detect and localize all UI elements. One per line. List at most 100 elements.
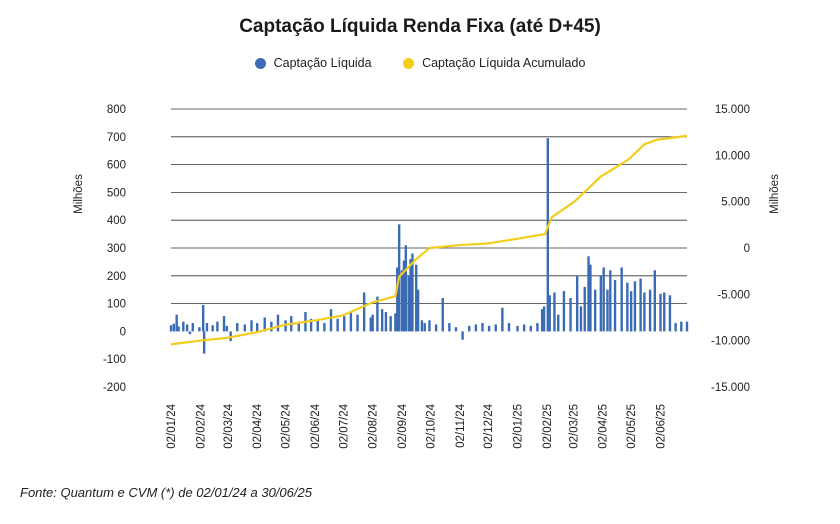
x-tick-label: 02/05/25	[626, 404, 638, 449]
bar	[481, 323, 484, 332]
bar	[648, 289, 652, 332]
bar	[540, 309, 544, 332]
bar	[384, 311, 388, 332]
bar	[415, 264, 418, 332]
bar	[182, 321, 185, 332]
bar	[276, 314, 280, 332]
x-tick-label: 02/07/24	[338, 403, 350, 448]
left-axis-title: Milhões	[73, 174, 85, 214]
x-tick-label: 02/02/24	[195, 403, 207, 448]
bar	[434, 324, 438, 332]
bar	[389, 316, 392, 332]
bar	[461, 331, 464, 340]
bar	[633, 281, 637, 332]
bar	[620, 267, 623, 332]
bar	[416, 289, 420, 332]
left-tick-label: 0	[120, 326, 126, 338]
right-tick-label: -15.000	[711, 382, 750, 394]
left-tick-label: 800	[107, 104, 126, 116]
bar	[309, 318, 313, 332]
left-tick-label: 600	[107, 160, 126, 172]
bar	[369, 317, 372, 332]
bar	[507, 323, 511, 332]
right-tick-label: 5.000	[721, 197, 750, 209]
legend-bar-swatch	[254, 57, 266, 69]
source-note: Fonte: Quantum e CVM (*) de 02/01/24 a 3…	[20, 485, 312, 500]
bar	[423, 323, 426, 332]
bar	[420, 320, 424, 332]
right-tick-label: -5.000	[717, 289, 750, 301]
bar	[225, 325, 229, 332]
right-tick-label: 15.000	[715, 104, 750, 116]
bar	[175, 314, 178, 332]
bar	[653, 270, 657, 332]
bar	[542, 306, 546, 332]
bar	[216, 321, 219, 332]
bar	[613, 279, 617, 332]
bar	[494, 324, 497, 332]
x-tick-label: 02/05/24	[281, 403, 293, 448]
bar	[579, 306, 583, 332]
x-tick-label: 02/03/25	[568, 404, 580, 449]
bar	[448, 323, 451, 332]
left-tick-label: 300	[107, 243, 126, 255]
bar	[243, 324, 247, 332]
bar	[394, 313, 397, 332]
bar	[356, 314, 359, 332]
x-tick-label: 02/03/24	[223, 403, 235, 448]
left-tick-label: 500	[107, 187, 126, 199]
chart-plot: 800 700 600 500 400 300 200 100 0 -100 -200 15.000…	[73, 104, 781, 449]
left-tick-label: -100	[103, 354, 126, 366]
bar	[380, 309, 384, 332]
bar	[428, 320, 431, 332]
bar	[404, 245, 408, 332]
bar	[546, 138, 550, 332]
bar	[629, 291, 633, 332]
bar	[202, 331, 206, 354]
bar	[396, 267, 399, 332]
bar	[349, 311, 353, 332]
bar	[211, 325, 214, 332]
bar	[685, 321, 689, 332]
bar	[441, 298, 444, 332]
left-tick-label: 100	[107, 299, 126, 311]
bar	[222, 316, 226, 332]
bar	[626, 282, 629, 332]
x-axis-ticks: 02/01/24 02/02/24 02/03/24 02/04/24 02/05/24…	[166, 403, 667, 448]
bar	[468, 325, 471, 332]
bar	[609, 270, 612, 332]
x-tick-label: 02/04/24	[252, 403, 264, 448]
bar	[643, 292, 646, 332]
right-axis-ticks: 15.000 10.000 5.000 0 -5.000 -10.000 -15.000	[711, 104, 750, 394]
bar	[323, 323, 326, 332]
left-tick-label: 200	[107, 271, 126, 283]
bar	[562, 291, 566, 332]
bar	[668, 295, 672, 332]
x-tick-label: 02/06/24	[310, 403, 322, 448]
bar	[593, 289, 597, 332]
bar	[177, 326, 180, 332]
bar	[583, 286, 586, 332]
chart-title: Captação Líquida Renda Fixa (até D+45)	[239, 16, 601, 37]
right-tick-label: 10.000	[715, 150, 750, 162]
bar	[297, 321, 301, 332]
bar	[402, 260, 406, 332]
bar	[336, 318, 339, 332]
bar	[553, 292, 556, 332]
bar	[639, 278, 642, 332]
cumulative-line	[170, 134, 688, 346]
x-tick-label: 02/04/25	[598, 404, 610, 449]
x-tick-label: 02/10/24	[425, 403, 437, 448]
legend-item-net-flow: Captação Líquida	[254, 56, 372, 70]
right-axis-title: Milhões	[769, 174, 781, 214]
line-series	[170, 134, 688, 346]
bar	[663, 292, 666, 332]
x-tick-label: 02/01/25	[513, 404, 525, 449]
bar	[400, 270, 404, 332]
bar	[376, 296, 379, 332]
left-tick-label: 700	[107, 132, 126, 144]
bar	[270, 321, 273, 332]
bar	[236, 323, 239, 332]
bar	[474, 324, 478, 332]
bar	[198, 327, 201, 332]
